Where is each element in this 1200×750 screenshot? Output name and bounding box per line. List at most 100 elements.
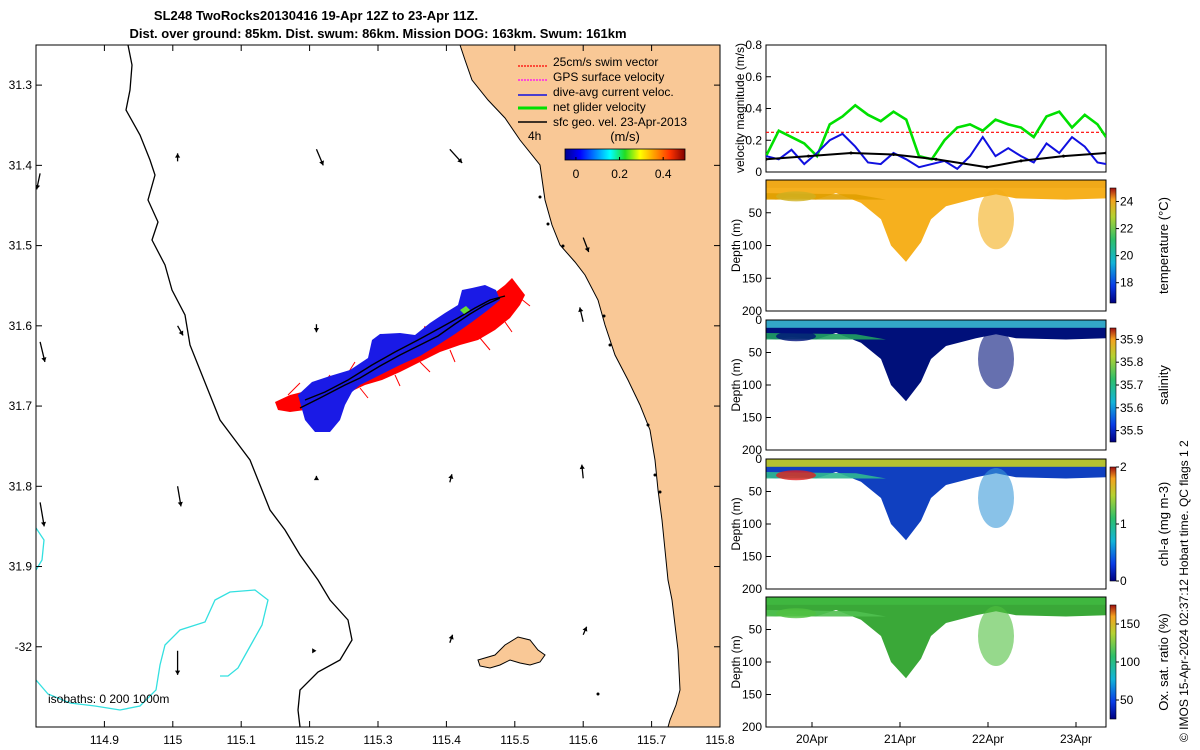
map-x-tick-label: 115.7: [637, 733, 666, 747]
geo-vector-head: [448, 634, 454, 640]
footer-credit: © IMOS 15-Apr-2024 02:37:12 Hobart time.…: [1177, 440, 1191, 742]
land-mass: [459, 45, 720, 727]
map-x-tick-label: 115.5: [500, 733, 529, 747]
section-x-tick-label: 23Apr: [1060, 732, 1092, 746]
section-highlight: [776, 470, 816, 481]
isobath-1000m: [36, 527, 45, 571]
map-y-tick-label: 31.3: [9, 78, 33, 92]
section-colorbar-label: Ox. sat. ratio (%): [1156, 613, 1171, 711]
velocity-series: [766, 103, 1106, 171]
map-colorbar-ticks: 0 0.2 0.4: [573, 157, 672, 181]
section-y-tick-label: 100: [742, 378, 762, 392]
section-ylabel: Depth (m): [729, 635, 743, 688]
geo-vector-head: [578, 307, 584, 313]
legend-sfc-label: sfc geo. vel. 23-Apr-2013: [553, 115, 687, 129]
section-y-tick-label: 200: [742, 304, 762, 318]
map-x-tick-label: 115.1: [227, 733, 256, 747]
isobath-label: isobaths: 0 200 1000m: [48, 692, 169, 706]
velocity-y-tick-label: 0.4: [745, 102, 762, 116]
section-ylabel: Depth (m): [729, 219, 743, 272]
geo-vector-head: [448, 474, 454, 480]
velocity-series-point: [766, 157, 768, 161]
geo-vector-head: [40, 521, 47, 527]
geo-vector-head: [36, 184, 41, 190]
velocity-series-point: [849, 151, 853, 155]
gps-surface-marker: [460, 306, 470, 314]
map-x-tick-label: 115.6: [569, 733, 598, 747]
section-y-tick-label: 200: [742, 720, 762, 734]
velocity-series-point: [985, 165, 989, 169]
map-colorbar-tick-label: 0.2: [611, 167, 628, 181]
time-label: 4h: [528, 129, 541, 143]
velocity-series-point: [934, 157, 938, 161]
map-x-tick-label: 115.4: [432, 733, 461, 747]
geo-vector-head: [579, 464, 585, 470]
map-x-tick-label: 115: [163, 733, 182, 747]
section-colorbar-tick-label: 50: [1120, 693, 1134, 707]
map-colorbar-title: (m/s): [610, 129, 640, 144]
section-surface-layer: [766, 459, 1106, 467]
geo-vector-head: [177, 501, 183, 507]
section-colorbar: [1109, 187, 1117, 304]
section-core: [978, 468, 1014, 528]
section-core: [978, 189, 1014, 250]
section-surface-layer: [766, 320, 1106, 328]
velocity-y-tick-label: 0: [755, 165, 762, 179]
section-surface-layer: [766, 597, 1106, 605]
section-colorbar-tick-label: 150: [1120, 617, 1140, 631]
section-y-tick-label: 100: [742, 517, 762, 531]
section-colorbar-tick-label: 24: [1120, 195, 1134, 209]
section-y-tick-label: 50: [749, 623, 763, 637]
geo-vector-head: [313, 475, 320, 481]
section-y-tick-label: 50: [749, 485, 763, 499]
velocity-series-point: [1062, 154, 1065, 158]
section-profile: [766, 320, 1106, 402]
section-ylabel: Depth (m): [729, 497, 743, 550]
map-y-tick-label: 31.7: [9, 399, 33, 413]
section-y-tick-label: 50: [749, 346, 763, 360]
section-y-tick-label: 200: [742, 443, 762, 457]
section-profile: [766, 459, 1106, 541]
section-y-tick-label: 0: [755, 313, 762, 327]
section-colorbar-tick-label: 100: [1120, 655, 1140, 669]
velocity-y-tick-label: 0.2: [745, 133, 762, 147]
section-panel: 50 100 150 200 Depth (m) 50 100 150 Ox. sat. rat…: [729, 596, 1171, 746]
geo-vector-head: [584, 247, 590, 253]
section-colorbar: [1109, 327, 1117, 443]
legend-swim-label: 25cm/s swim vector: [553, 55, 658, 69]
legend-dive-label: dive-avg current veloc.: [553, 85, 674, 99]
legend-net-label: net glider velocity: [553, 100, 646, 114]
section-colorbar-tick-label: 35.9: [1120, 332, 1144, 346]
geo-vector-head: [319, 160, 324, 166]
section-profile: [766, 597, 1106, 679]
map-x-tick-label: 115.3: [363, 733, 392, 747]
coast-rocks: [538, 195, 662, 696]
rottnest-island: [477, 636, 546, 669]
map-x-tick-label: 114.9: [90, 733, 119, 747]
map-y-tick-label: 31.8: [9, 479, 33, 493]
map-y-tick-label: -32: [15, 640, 33, 654]
geo-vector-head: [582, 626, 588, 632]
map-colorbar-tick-label: 0: [573, 167, 580, 181]
section-y-tick-label: 100: [742, 655, 762, 669]
section-y-tick-label: 0: [755, 452, 762, 466]
section-colorbar-label: chl-a (mg m-3): [1156, 482, 1171, 567]
section-highlight: [776, 608, 816, 619]
velocity-series-point: [807, 154, 810, 158]
isobath-200m: [125, 45, 353, 727]
map-title-line1: SL248 TwoRocks20130416 19-Apr 12Z to 23-…: [154, 8, 478, 23]
geo-vector-head: [457, 158, 463, 163]
map-y-tick-label: 31.9: [9, 560, 33, 574]
section-colorbar: [1109, 604, 1117, 720]
section-colorbar-tick-label: 2: [1120, 460, 1127, 474]
section-highlight: [776, 331, 816, 342]
legend-gps-label: GPS surface velocity: [553, 70, 664, 84]
geo-vector-layer: [36, 148, 590, 675]
section-x-tick-label: 22Apr: [972, 732, 1004, 746]
map-y-tick-label: 31.4: [9, 158, 33, 172]
section-colorbar-tick-label: 0: [1120, 574, 1127, 588]
section-y-tick-label: 150: [742, 550, 762, 564]
glider-track: [299, 295, 506, 409]
geo-vector-head: [313, 327, 320, 333]
section-core: [978, 606, 1014, 666]
